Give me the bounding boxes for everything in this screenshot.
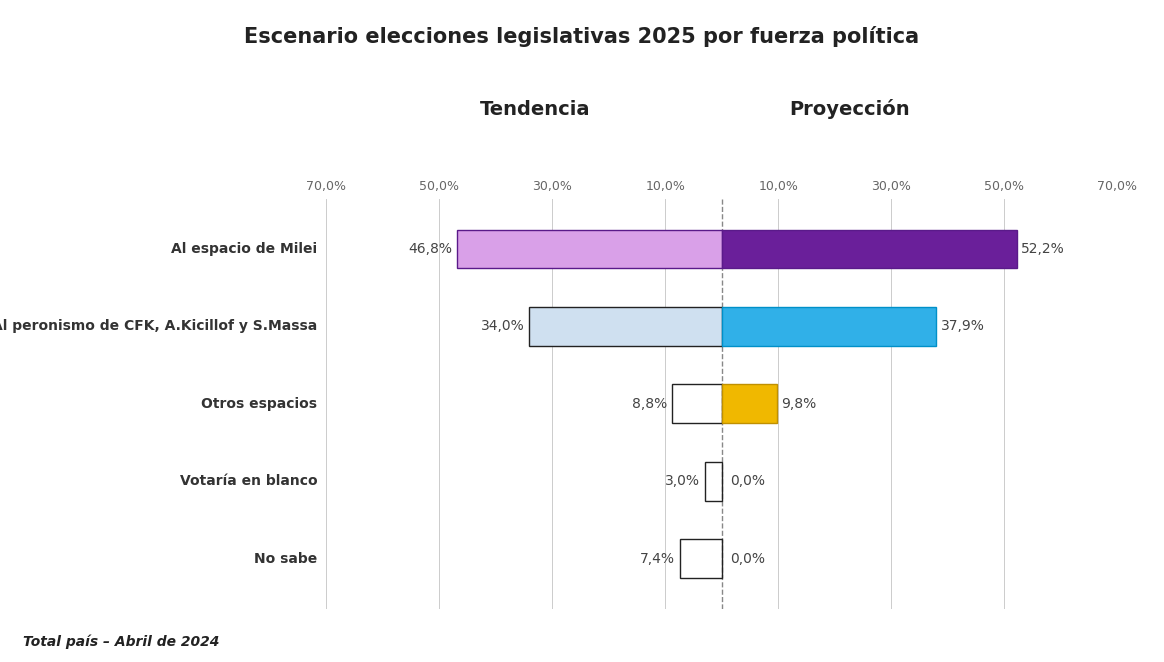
Text: Escenario elecciones legislativas 2025 por fuerza política: Escenario elecciones legislativas 2025 p… — [244, 26, 920, 48]
Text: Otros espacios: Otros espacios — [201, 397, 318, 411]
Text: 0,0%: 0,0% — [730, 551, 765, 566]
Text: 9,8%: 9,8% — [781, 397, 817, 411]
Bar — [680, 540, 722, 578]
Text: 34,0%: 34,0% — [481, 319, 525, 334]
Text: No sabe: No sabe — [254, 551, 318, 566]
Text: Proyección: Proyección — [789, 99, 910, 119]
Bar — [457, 230, 722, 268]
Text: 52,2%: 52,2% — [1021, 242, 1065, 256]
Text: Al espacio de Milei: Al espacio de Milei — [171, 242, 318, 256]
Bar — [530, 307, 722, 346]
Text: Al peronismo de CFK, A.Kicillof y S.Massa: Al peronismo de CFK, A.Kicillof y S.Mass… — [0, 319, 318, 334]
Bar — [704, 462, 722, 500]
Text: 7,4%: 7,4% — [640, 551, 675, 566]
Text: 8,8%: 8,8% — [632, 397, 667, 411]
Text: 46,8%: 46,8% — [409, 242, 453, 256]
Bar — [722, 230, 1017, 268]
Text: Votaría en blanco: Votaría en blanco — [179, 474, 318, 489]
Text: 0,0%: 0,0% — [730, 474, 765, 489]
Text: Total país – Abril de 2024: Total país – Abril de 2024 — [23, 634, 220, 649]
Bar — [722, 385, 778, 423]
Text: 3,0%: 3,0% — [665, 474, 701, 489]
Text: 37,9%: 37,9% — [941, 319, 985, 334]
Bar — [672, 385, 722, 423]
Bar — [722, 307, 936, 346]
Text: Tendencia: Tendencia — [481, 100, 590, 119]
